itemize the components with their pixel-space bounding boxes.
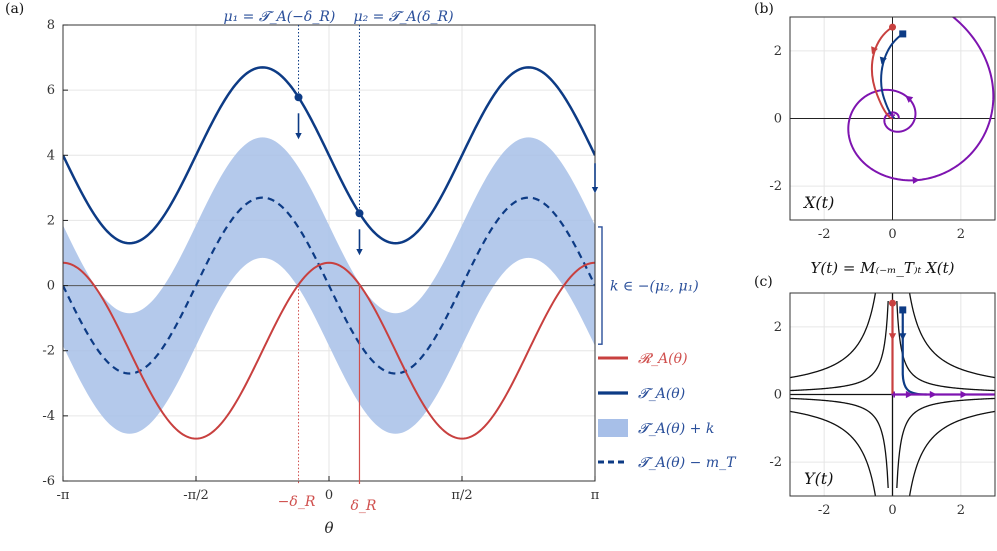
x-tick-label: 0 — [888, 503, 896, 518]
panel-a-ticks: -π -π/2 0 π/2 π -6 -4 -2 0 2 4 6 8 — [42, 18, 599, 503]
spiral-arrow — [905, 95, 914, 103]
y-tick-label: -2 — [769, 179, 782, 194]
y-tick-label: -6 — [42, 474, 55, 489]
y-tick-label: 0 — [774, 388, 782, 403]
panel-a-legend: 𝓡_A(θ) 𝓣_A(θ) 𝓣_A(θ) + k 𝓣_A(θ) − m_T — [598, 351, 737, 471]
x-tick-label: 2 — [957, 503, 965, 518]
shift-arrow-head — [591, 187, 599, 194]
y-tick-label: 0 — [774, 112, 782, 127]
legend-r-label: 𝓡_A(θ) — [638, 351, 688, 367]
mu2-label: μ₂ = 𝓣_A(δ_R) — [353, 9, 453, 25]
y-tick-label: 2 — [774, 320, 782, 335]
legend-t-minus-label: 𝓣_A(θ) − m_T — [638, 455, 737, 471]
blue-start-point — [899, 30, 907, 38]
spiral-center-mark — [889, 112, 896, 119]
red-arrow-c — [888, 333, 897, 341]
panel-b-ticks: -2 0 2 -2 0 2 — [769, 44, 965, 242]
y-tick-label: 2 — [774, 44, 782, 59]
panel-a-chart: -π -π/2 0 π/2 π -6 -4 -2 0 2 4 6 8 θ μ₁ = 𝓣_A(−δ_R) … — [42, 9, 737, 537]
y-tick-label: 8 — [47, 18, 55, 33]
purple-arrow-c — [905, 390, 913, 399]
panel-c-markers — [888, 299, 968, 399]
y-tick-label: -4 — [42, 409, 55, 424]
panel-c-inplot-label: Y(t) — [804, 469, 833, 488]
y-tick-label: 2 — [47, 213, 55, 228]
hyperbola-branch — [790, 410, 877, 496]
x-tick-label: -2 — [818, 503, 831, 518]
purple-arrow-c — [960, 390, 968, 399]
spiral-arrow — [912, 176, 920, 184]
panel-b-frame — [789, 16, 996, 221]
x-axis-label: θ — [324, 519, 333, 537]
purple-spiral-trajectory — [847, 17, 995, 182]
mu1-point — [294, 93, 303, 102]
k-range-bracket — [598, 226, 603, 345]
hyperbola-branch — [908, 293, 995, 379]
blue-start-point — [899, 306, 907, 314]
panel-b-inplot-label: X(t) — [802, 193, 834, 212]
legend-band-swatch — [598, 419, 628, 437]
hyperbola-branch — [790, 397, 889, 489]
x-tick-label: π/2 — [451, 488, 472, 503]
series-t-a — [63, 66, 595, 245]
panel-c-title: Y(t) = M₍₋ₘ_T₎ₜ X(t) — [811, 259, 955, 277]
origin-mark — [891, 391, 898, 398]
x-tick-label: π — [591, 488, 600, 503]
panel-b-markers — [871, 23, 920, 184]
panel-a-plot-area — [63, 66, 595, 440]
legend-t-label: 𝓣_A(θ) — [638, 386, 685, 402]
shift-arrow-head — [295, 133, 302, 140]
y-tick-label: -2 — [769, 455, 782, 470]
k-range-label: k ∈ −(μ₂, μ₁) — [610, 279, 699, 295]
delta-label: δ_R — [350, 498, 376, 514]
panel-b-grid — [790, 17, 995, 220]
blue-arrow-b — [879, 56, 887, 65]
red-start-point — [889, 23, 896, 31]
panel-c-frame — [789, 292, 996, 497]
hyperbola-branch — [790, 300, 889, 392]
series-t-minus-m — [63, 196, 595, 375]
panel-a-annotations: μ₁ = 𝓣_A(−δ_R) μ₂ = 𝓣_A(δ_R) −δ_R δ_R k … — [224, 9, 699, 514]
panel-c-chart: Y(t) = M₍₋ₘ_T₎ₜ X(t) -2 0 2 -2 0 2 Y(t) — [769, 259, 996, 518]
blue-trajectory-b — [880, 33, 904, 119]
hyperbola-branch — [790, 293, 877, 379]
red-start-point — [889, 299, 896, 307]
purple-arrow-c — [929, 390, 937, 399]
minus-delta-label: −δ_R — [278, 494, 316, 510]
series-r-a — [63, 261, 595, 440]
y-tick-label: 4 — [47, 148, 55, 163]
panel-label-a: (a) — [5, 1, 24, 17]
red-trajectory-b — [870, 26, 895, 120]
y-tick-label: -2 — [42, 344, 55, 359]
x-tick-label: -2 — [818, 227, 831, 242]
x-tick-label: -π/2 — [183, 488, 209, 503]
y-tick-label: 0 — [47, 279, 55, 294]
hyperbola-branch — [896, 300, 995, 392]
legend-band-label: 𝓣_A(θ) + k — [638, 421, 714, 437]
shift-arrows — [295, 113, 599, 256]
panel-b-chart: -2 0 2 -2 0 2 X(t) — [769, 16, 996, 242]
red-arrow-b — [871, 46, 878, 55]
x-tick-label: 0 — [325, 488, 333, 503]
panel-c-plot-area — [790, 293, 995, 496]
panel-c-ticks: -2 0 2 -2 0 2 — [769, 320, 965, 518]
x-tick-label: 2 — [957, 227, 965, 242]
panel-label-c: (c) — [754, 274, 773, 290]
mu2-point — [355, 209, 364, 218]
mu1-label: μ₁ = 𝓣_A(−δ_R) — [224, 9, 336, 25]
x-tick-label: -π — [57, 488, 70, 503]
x-tick-label: 0 — [888, 227, 896, 242]
hyperbola-branch — [908, 410, 995, 496]
y-tick-label: 6 — [47, 83, 55, 98]
blue-arrow-c — [899, 333, 907, 341]
panel-b-plot-area — [847, 17, 995, 184]
panel-label-b: (b) — [754, 1, 774, 17]
shift-arrow-head — [356, 249, 363, 256]
hyperbola-branch — [896, 397, 995, 489]
